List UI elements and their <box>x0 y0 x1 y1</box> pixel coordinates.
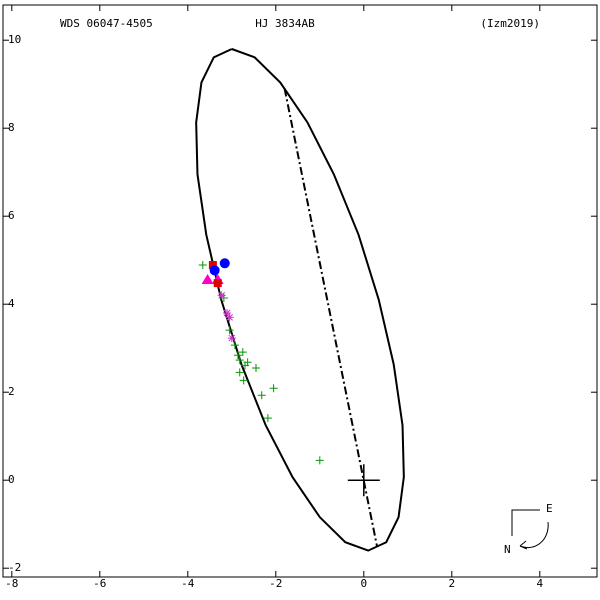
observation <box>235 368 244 377</box>
observation <box>198 261 207 270</box>
observation <box>243 358 252 367</box>
observation <box>225 313 234 322</box>
observation <box>233 351 242 360</box>
orbit <box>195 48 405 552</box>
observation <box>238 348 247 357</box>
y-tick-label: 8 <box>8 121 15 134</box>
observation <box>263 414 272 423</box>
observation <box>213 279 222 288</box>
x-tick-label: -8 <box>5 577 18 590</box>
observation <box>227 334 236 343</box>
observation <box>257 391 266 400</box>
compass-north: N <box>504 543 511 556</box>
y-tick-label: 10 <box>8 33 21 46</box>
x-tick-label: -6 <box>93 577 106 590</box>
x-tick-label: -4 <box>181 577 195 590</box>
x-tick-label: 4 <box>536 577 543 590</box>
compass-lines <box>511 509 540 536</box>
y-tick-label: -2 <box>8 561 21 574</box>
compass-arrow <box>519 521 549 550</box>
y-tick-label: 6 <box>8 209 15 222</box>
observation <box>235 356 244 365</box>
annotation: (Izm2019) <box>480 17 540 30</box>
primary-star <box>347 464 380 497</box>
observation <box>230 341 239 350</box>
chart-subtitle: WDS 06047-4505 <box>60 17 153 30</box>
observation <box>201 274 214 284</box>
observation <box>217 291 226 300</box>
observation <box>315 456 324 465</box>
observation <box>208 261 217 270</box>
x-tick-label: 0 <box>360 577 367 590</box>
observation <box>269 384 278 393</box>
observation <box>239 376 248 385</box>
observation <box>225 326 234 335</box>
observation <box>209 265 220 276</box>
observation <box>222 309 231 317</box>
y-tick-label: 4 <box>8 297 15 310</box>
observation <box>219 258 230 269</box>
observation <box>252 364 260 372</box>
y-tick-label: 0 <box>8 473 15 486</box>
line-of-nodes <box>283 88 378 547</box>
x-tick-label: -2 <box>269 577 282 590</box>
plot-frame <box>2 4 598 578</box>
compass-east: E <box>546 502 553 515</box>
x-tick-label: 2 <box>448 577 455 590</box>
chart-title: HJ 3834AB <box>255 17 315 30</box>
y-tick-label: 2 <box>8 385 15 398</box>
